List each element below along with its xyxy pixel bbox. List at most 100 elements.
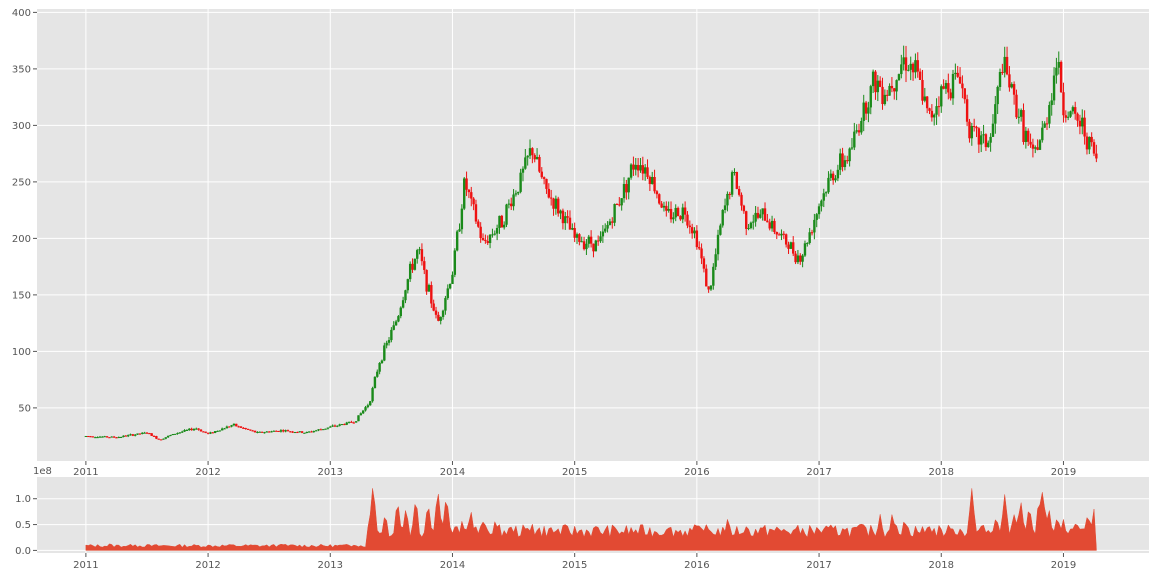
- candle: [291, 430, 294, 434]
- candle-body: [799, 255, 802, 262]
- candle-body: [987, 142, 990, 148]
- candle: [387, 337, 391, 346]
- price-x-tick-label: 2015: [562, 467, 587, 478]
- candle-body: [1085, 136, 1089, 150]
- candle: [1057, 51, 1060, 75]
- candle-body: [606, 224, 609, 229]
- candle: [1008, 66, 1011, 92]
- candle-body: [181, 431, 184, 433]
- candle-body: [817, 206, 821, 215]
- candle: [857, 123, 861, 136]
- candle: [836, 164, 840, 182]
- candle-body: [730, 172, 734, 195]
- candle: [639, 158, 642, 173]
- candle-body: [190, 428, 193, 431]
- candle: [197, 428, 200, 431]
- candle: [399, 306, 402, 319]
- candle: [117, 436, 120, 439]
- candle: [1001, 63, 1004, 75]
- candle-body: [199, 429, 203, 432]
- candle: [216, 430, 219, 432]
- candle-body: [904, 57, 908, 71]
- candle: [888, 83, 891, 96]
- candle-body: [629, 164, 633, 178]
- candle: [1052, 67, 1056, 105]
- candle: [587, 234, 590, 248]
- candle: [770, 215, 774, 232]
- candle-body: [216, 430, 219, 432]
- candle-body: [554, 198, 558, 209]
- candle: [204, 431, 207, 434]
- candle-body: [517, 191, 520, 194]
- candle: [124, 435, 128, 437]
- candle-body: [582, 241, 586, 250]
- candle-body: [947, 83, 950, 93]
- candle: [150, 433, 153, 436]
- candle-body: [996, 86, 999, 105]
- candle-body: [488, 234, 492, 244]
- candle: [763, 202, 767, 222]
- price-y-tick-label: 250: [12, 177, 31, 188]
- candle-body: [303, 432, 306, 434]
- candle: [277, 430, 280, 432]
- candle-body: [683, 207, 687, 215]
- candle-body: [430, 285, 433, 304]
- candle: [634, 157, 637, 176]
- candle-body: [397, 316, 400, 322]
- candle: [855, 124, 858, 134]
- candle-body: [507, 203, 511, 205]
- candle: [606, 221, 609, 233]
- candle: [171, 433, 175, 436]
- candle: [709, 285, 713, 291]
- candle: [500, 214, 504, 228]
- candle: [933, 113, 936, 126]
- candle: [601, 225, 605, 243]
- candle-body: [841, 153, 844, 168]
- candle-body: [1041, 127, 1044, 141]
- candle-body: [460, 208, 464, 230]
- candle-body: [587, 236, 590, 244]
- candle: [502, 221, 506, 230]
- candle: [141, 432, 144, 435]
- candle: [143, 431, 146, 434]
- candle-body: [220, 428, 224, 431]
- candle-body: [94, 437, 97, 439]
- candle-body: [723, 205, 727, 211]
- candle-body: [636, 164, 640, 171]
- candle: [373, 376, 377, 389]
- candle-body: [784, 234, 788, 245]
- candle-body: [458, 229, 461, 232]
- candle-body: [437, 314, 440, 321]
- candle-body: [448, 283, 452, 289]
- candle: [521, 166, 525, 182]
- candle-body: [326, 427, 330, 429]
- candle-body: [126, 435, 130, 437]
- candle-body: [648, 176, 652, 185]
- candle-body: [371, 388, 374, 402]
- candle: [867, 101, 870, 123]
- candle: [119, 436, 123, 439]
- candle: [209, 431, 212, 435]
- candle-body: [1059, 61, 1063, 93]
- candle-body: [676, 207, 680, 217]
- candle: [105, 436, 109, 438]
- candle: [542, 176, 546, 185]
- candle-body: [451, 274, 454, 284]
- candle: [599, 231, 602, 243]
- candle: [989, 133, 992, 152]
- candle: [213, 430, 217, 434]
- candle-body: [223, 428, 226, 430]
- candle: [376, 369, 379, 378]
- candle-body: [625, 184, 628, 193]
- candle: [994, 95, 997, 134]
- candle-body: [157, 438, 160, 440]
- candle-body: [662, 205, 666, 208]
- candle: [307, 431, 311, 433]
- candle: [507, 199, 511, 209]
- candle-body: [411, 263, 414, 270]
- candle-body: [719, 225, 722, 235]
- candle-body: [282, 430, 285, 432]
- candle-body: [1036, 147, 1039, 150]
- candle: [192, 428, 196, 431]
- volume-x-tick-label: 2017: [806, 560, 831, 571]
